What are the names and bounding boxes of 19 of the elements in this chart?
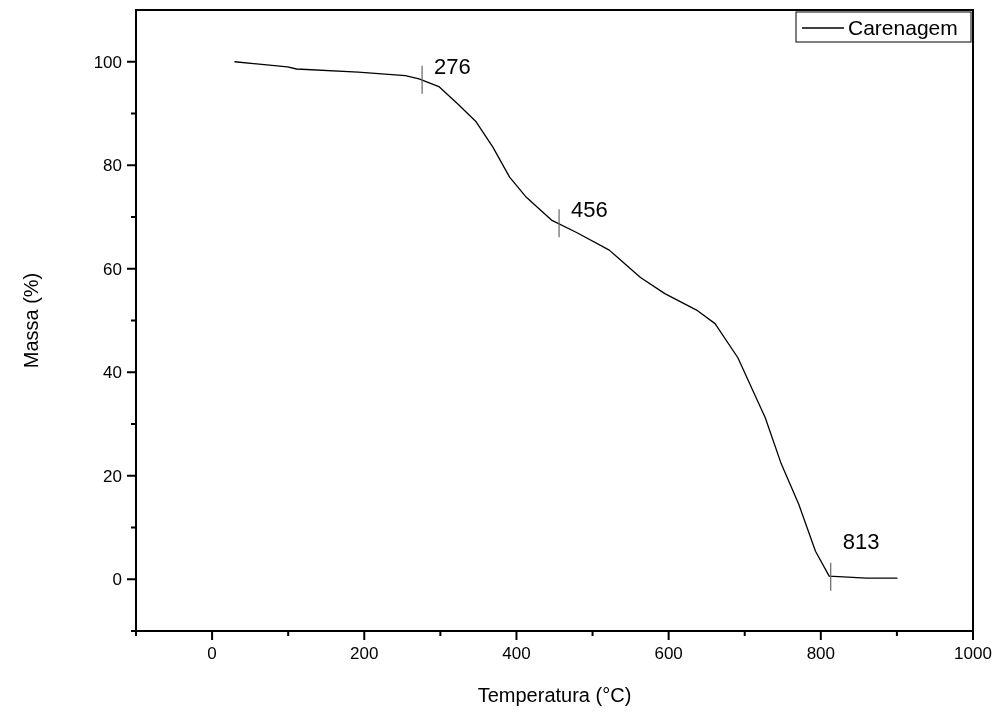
x-tick-label: 400 (502, 644, 531, 663)
y-tick-label: 20 (103, 466, 122, 486)
x-tick-label: 200 (350, 644, 379, 663)
line-series (234, 61, 898, 579)
annotation: 813 (842, 528, 880, 554)
x-tick-label: 800 (806, 644, 836, 663)
y-tick-label: 0 (112, 570, 122, 590)
y-axis-title: Massa (%) (20, 272, 42, 369)
x-tick-label: 1000 (954, 644, 992, 663)
annotation: 276 (434, 53, 471, 79)
x-tick-label: 600 (654, 644, 683, 663)
y-tick-label: 100 (93, 52, 122, 72)
legend-label: Carenagem (848, 16, 958, 40)
y-tick-label: 40 (103, 363, 122, 383)
annotation: 456 (571, 197, 608, 223)
y-tick-label: 60 (103, 259, 122, 279)
x-axis-title: Temperatura (°C) (477, 684, 632, 706)
y-tick-label: 80 (103, 156, 122, 176)
x-tick-label: 0 (207, 644, 217, 663)
